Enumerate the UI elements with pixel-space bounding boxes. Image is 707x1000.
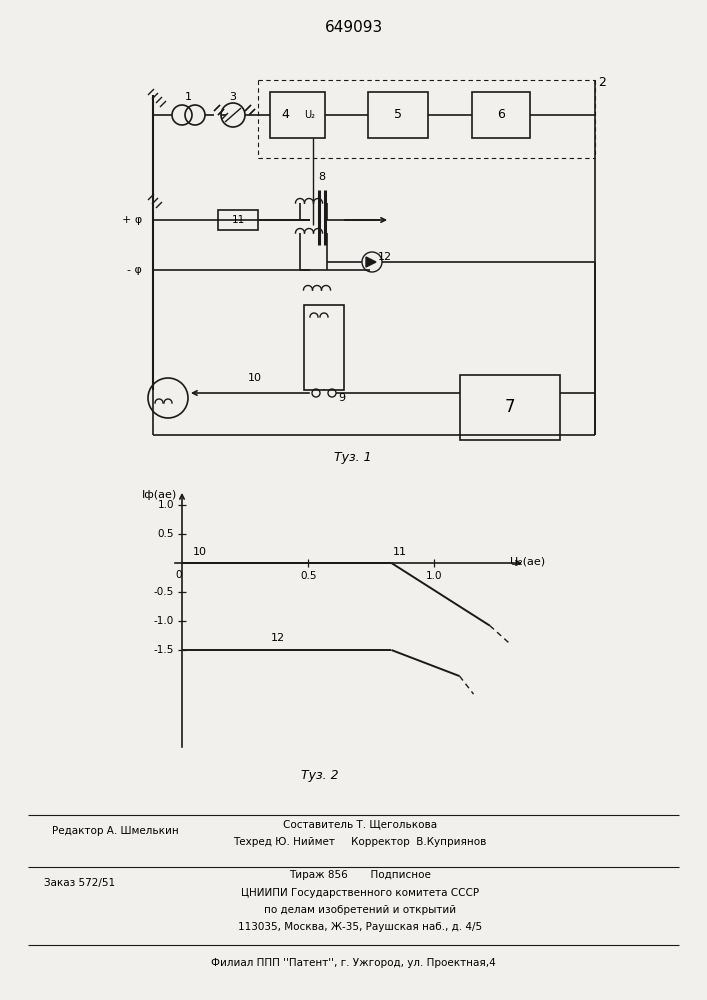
Text: 8: 8 (318, 172, 325, 182)
Text: ЦНИИПИ Государственного комитета СССР: ЦНИИПИ Государственного комитета СССР (241, 888, 479, 898)
Text: 1.0: 1.0 (426, 571, 443, 581)
Bar (304, 305, 344, 390)
Text: 649093: 649093 (325, 20, 383, 35)
Text: 0.5: 0.5 (158, 529, 174, 539)
Bar (270, 92, 325, 138)
Bar (460, 375, 560, 440)
Text: 5: 5 (394, 108, 402, 121)
Text: Заказ 572/51: Заказ 572/51 (45, 878, 115, 888)
Text: Iф(ае): Iф(ае) (141, 490, 177, 500)
Text: по делам изобретений и открытий: по делам изобретений и открытий (264, 905, 456, 915)
Text: 3: 3 (230, 92, 237, 102)
Text: Τуз. 1: Τуз. 1 (334, 452, 372, 464)
Text: 0.5: 0.5 (300, 571, 317, 581)
Text: U₂: U₂ (305, 110, 315, 120)
Text: - φ: - φ (127, 265, 142, 275)
Text: Филиал ППП ''Патент'', г. Ужгород, ул. Проектная,4: Филиал ППП ''Патент'', г. Ужгород, ул. П… (211, 958, 496, 968)
Text: Техред Ю. Ниймет     Корректор  В.Куприянов: Техред Ю. Ниймет Корректор В.Куприянов (233, 837, 486, 847)
Text: U₂(ае): U₂(ае) (510, 556, 545, 566)
Text: Редактор А. Шмелькин: Редактор А. Шмелькин (52, 826, 178, 836)
Text: 10: 10 (193, 547, 207, 557)
Text: Тираж 856       Подписное: Тираж 856 Подписное (289, 870, 431, 880)
Text: 11: 11 (231, 215, 245, 225)
Bar (472, 92, 530, 138)
Polygon shape (366, 257, 376, 267)
Text: -1.5: -1.5 (153, 645, 174, 655)
Text: Τуз. 2: Τуз. 2 (301, 768, 339, 782)
Text: 11: 11 (392, 547, 407, 557)
Text: 12: 12 (271, 633, 285, 643)
Text: -1.0: -1.0 (153, 616, 174, 626)
Text: 113035, Москва, Ж-35, Раушская наб., д. 4/5: 113035, Москва, Ж-35, Раушская наб., д. … (238, 922, 482, 932)
Bar (218, 210, 258, 230)
Text: 10: 10 (248, 373, 262, 383)
Text: 1.0: 1.0 (158, 500, 174, 510)
Text: 0: 0 (176, 570, 182, 580)
Bar (368, 92, 428, 138)
Text: 6: 6 (497, 108, 505, 121)
Text: 9: 9 (339, 393, 346, 403)
Text: 12: 12 (378, 252, 392, 262)
Text: 1: 1 (185, 92, 192, 102)
Text: -0.5: -0.5 (153, 587, 174, 597)
Text: 7: 7 (505, 398, 515, 416)
Text: Составитель Т. Щеголькова: Составитель Т. Щеголькова (283, 819, 437, 829)
Text: 4: 4 (281, 108, 289, 121)
Text: + φ: + φ (122, 215, 142, 225)
Text: 2: 2 (598, 76, 606, 89)
